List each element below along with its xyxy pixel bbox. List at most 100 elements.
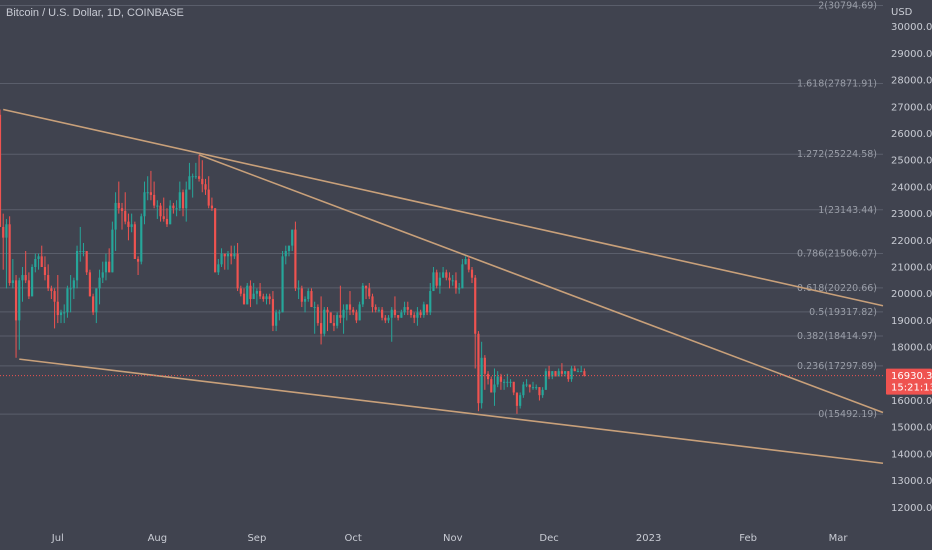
- candle: [72, 277, 75, 300]
- candle-body: [265, 296, 268, 300]
- candle: [53, 288, 56, 329]
- candle: [470, 267, 474, 284]
- candle-body: [165, 218, 169, 225]
- candle-body: [249, 285, 252, 300]
- candle: [557, 368, 560, 377]
- candle-body: [278, 312, 281, 314]
- candle: [63, 304, 66, 324]
- candle: [24, 250, 27, 284]
- candle: [477, 331, 480, 412]
- candle-body: [204, 184, 207, 190]
- candle-body: [429, 291, 432, 313]
- candle-body: [233, 253, 236, 257]
- candle-body: [18, 280, 21, 321]
- candle-body: [275, 312, 278, 326]
- candle: [75, 245, 79, 289]
- trendline: [19, 358, 884, 465]
- candle: [14, 275, 18, 358]
- candle-body: [59, 312, 63, 316]
- candle-body: [281, 256, 284, 313]
- trendline-layer[interactable]: [3, 108, 884, 465]
- candle-body: [522, 384, 525, 396]
- candle: [98, 269, 101, 305]
- candle-body: [181, 192, 185, 209]
- fib-retracement-layer[interactable]: 2(30794.69) 1.618(27871.91) 1.272(25224.58…: [0, 0, 883, 420]
- candle-body: [146, 192, 149, 194]
- candle: [140, 213, 143, 265]
- candle: [21, 267, 24, 302]
- candle: [400, 309, 403, 318]
- candle: [438, 272, 441, 294]
- candle-body: [194, 176, 197, 178]
- candle: [541, 387, 544, 398]
- candle: [43, 256, 47, 281]
- x-tick-label: Mar: [829, 533, 849, 544]
- candle-body: [220, 253, 223, 265]
- candle: [169, 200, 172, 225]
- candle-body: [230, 253, 233, 257]
- x-tick-label: Sep: [247, 533, 266, 544]
- candle-body: [345, 304, 348, 310]
- candle: [291, 229, 294, 251]
- candle: [153, 181, 156, 209]
- candle-body: [37, 256, 40, 259]
- candle-body: [419, 312, 422, 316]
- candle-body: [242, 293, 246, 305]
- candle: [143, 181, 146, 225]
- candle: [515, 392, 519, 414]
- candle: [233, 245, 236, 259]
- candle-body: [506, 381, 509, 383]
- candle-body: [557, 371, 560, 377]
- candle: [458, 283, 461, 294]
- candle-body: [470, 269, 474, 278]
- candle: [525, 379, 528, 388]
- candle-body: [133, 224, 136, 259]
- candle: [573, 365, 576, 372]
- candle: [149, 170, 153, 201]
- candle: [111, 221, 114, 273]
- candle: [242, 288, 246, 305]
- y-tick-label: 16000.00: [891, 396, 932, 407]
- candle: [66, 285, 69, 318]
- candle: [519, 392, 522, 409]
- candle-body: [236, 253, 239, 289]
- candle-body: [136, 258, 140, 262]
- candle-body: [445, 272, 448, 278]
- candle-body: [98, 277, 101, 289]
- current-price-tag: [886, 368, 932, 395]
- candle-body: [515, 392, 519, 406]
- fib-level-label: 0.618(20220.66): [797, 283, 877, 294]
- candle: [191, 173, 194, 198]
- fib-level-label: 0(15492.19): [818, 409, 877, 420]
- candle-body: [72, 280, 75, 289]
- candle-body: [496, 376, 499, 385]
- candle: [159, 202, 162, 222]
- candle-body: [448, 277, 451, 281]
- candle-body: [31, 267, 34, 297]
- y-tick-label: 30000.00: [891, 22, 932, 33]
- candle-body: [477, 333, 480, 404]
- candle: [165, 208, 169, 227]
- candle-body: [384, 317, 387, 321]
- candle: [393, 296, 397, 318]
- candle: [425, 304, 429, 316]
- candle-body: [583, 371, 586, 376]
- candle: [416, 307, 419, 326]
- candle: [278, 309, 281, 321]
- candle-body: [11, 280, 14, 284]
- candle-body: [554, 371, 557, 377]
- candle: [345, 304, 348, 321]
- candle-body: [406, 307, 409, 310]
- candle: [275, 309, 278, 332]
- candle-body: [207, 189, 210, 206]
- y-tick-label: 19000.00: [891, 316, 932, 327]
- y-tick-label: 21000.00: [891, 263, 932, 274]
- candle: [358, 301, 361, 321]
- candle: [214, 208, 217, 273]
- candle: [483, 355, 486, 390]
- candle-body: [217, 264, 220, 273]
- candle-body: [313, 307, 316, 309]
- candle: [467, 256, 470, 273]
- candle-body: [332, 323, 336, 326]
